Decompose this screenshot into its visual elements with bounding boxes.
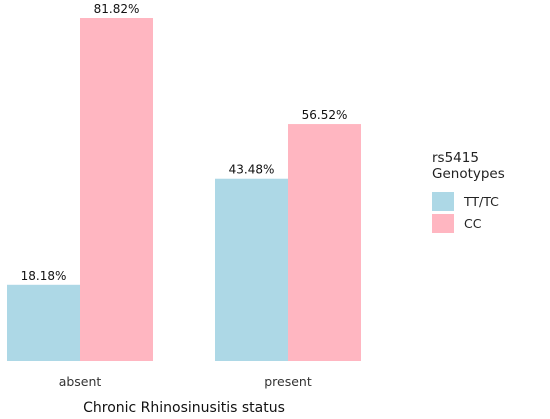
- legend-label-cc: CC: [464, 215, 482, 231]
- x-tick-label-absent: absent: [59, 374, 102, 389]
- legend-swatch-tt-tc: [432, 191, 454, 211]
- legend-item-cc: CC: [432, 212, 550, 234]
- bar-present-tt-tc: [215, 178, 288, 361]
- x-axis-label: Chronic Rhinosinusitis status: [83, 400, 285, 416]
- data-label-present-cc: 56.52%: [302, 108, 348, 122]
- bar-present-cc: [288, 124, 361, 361]
- legend: rs5415 Genotypes TT/TC CC: [432, 150, 550, 234]
- legend-label-tt-tc: TT/TC: [464, 193, 499, 209]
- legend-item-tt-tc: TT/TC: [432, 190, 550, 212]
- legend-swatch-cc: [432, 213, 454, 233]
- data-label-absent-cc: 81.82%: [94, 2, 140, 16]
- data-label-present-tt-tc: 43.48%: [229, 163, 275, 177]
- legend-title: rs5415 Genotypes: [432, 150, 505, 182]
- bar-absent-cc: [80, 18, 153, 361]
- data-label-absent-tt-tc: 18.18%: [21, 269, 67, 283]
- x-tick-label-present: present: [264, 374, 312, 389]
- bar-absent-tt-tc: [7, 284, 80, 361]
